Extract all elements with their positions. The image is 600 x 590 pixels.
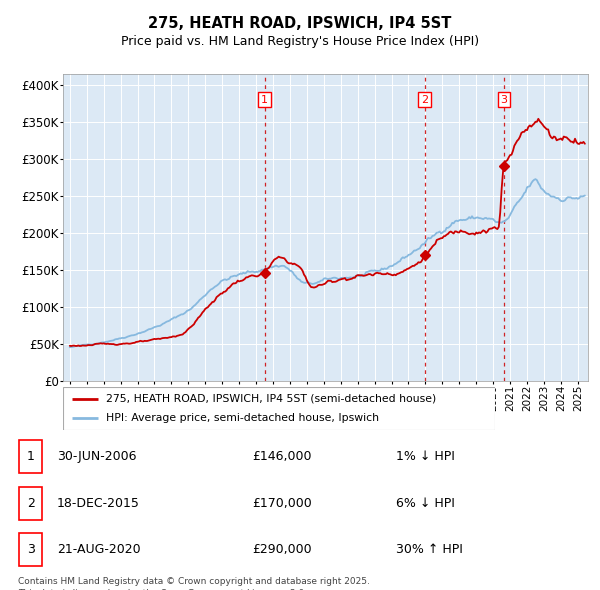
- Text: 2: 2: [26, 497, 35, 510]
- Text: 30-JUN-2006: 30-JUN-2006: [57, 450, 137, 463]
- Text: 30% ↑ HPI: 30% ↑ HPI: [396, 543, 463, 556]
- Text: 1: 1: [261, 94, 268, 104]
- Text: 275, HEATH ROAD, IPSWICH, IP4 5ST: 275, HEATH ROAD, IPSWICH, IP4 5ST: [148, 16, 452, 31]
- Text: £290,000: £290,000: [252, 543, 311, 556]
- Text: 21-AUG-2020: 21-AUG-2020: [57, 543, 140, 556]
- Text: Price paid vs. HM Land Registry's House Price Index (HPI): Price paid vs. HM Land Registry's House …: [121, 35, 479, 48]
- Text: 1% ↓ HPI: 1% ↓ HPI: [396, 450, 455, 463]
- Text: 275, HEATH ROAD, IPSWICH, IP4 5ST (semi-detached house): 275, HEATH ROAD, IPSWICH, IP4 5ST (semi-…: [106, 394, 436, 404]
- Text: £170,000: £170,000: [252, 497, 312, 510]
- Text: HPI: Average price, semi-detached house, Ipswich: HPI: Average price, semi-detached house,…: [106, 412, 379, 422]
- Text: £146,000: £146,000: [252, 450, 311, 463]
- Text: 3: 3: [500, 94, 508, 104]
- Text: 1: 1: [26, 450, 35, 463]
- Text: 6% ↓ HPI: 6% ↓ HPI: [396, 497, 455, 510]
- Text: 2: 2: [421, 94, 428, 104]
- Text: Contains HM Land Registry data © Crown copyright and database right 2025.
This d: Contains HM Land Registry data © Crown c…: [18, 577, 370, 590]
- Text: 3: 3: [26, 543, 35, 556]
- Text: 18-DEC-2015: 18-DEC-2015: [57, 497, 140, 510]
